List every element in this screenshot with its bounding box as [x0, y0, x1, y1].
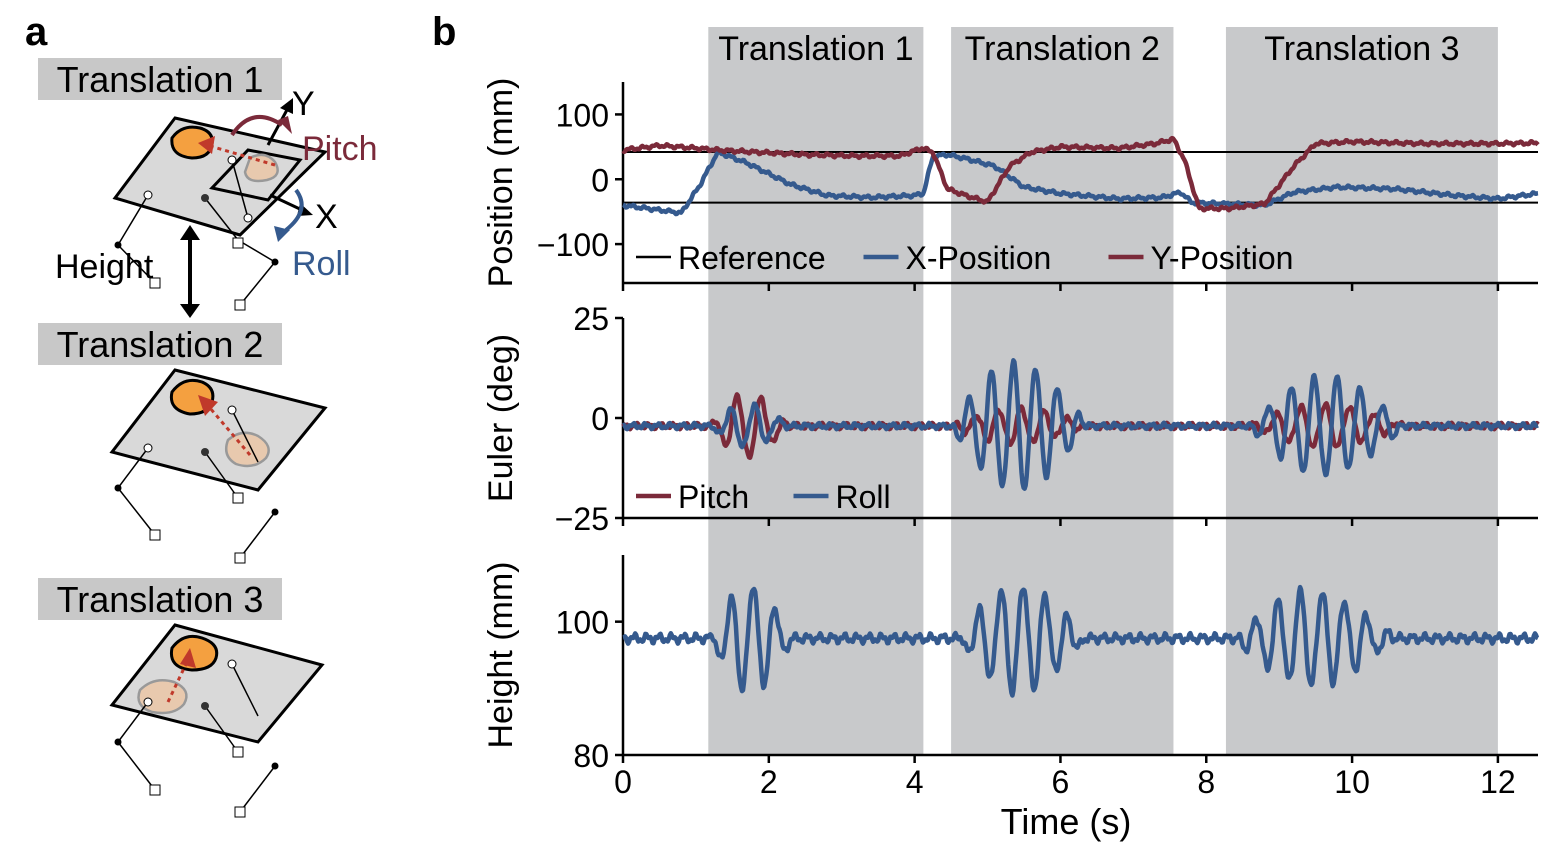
- platform-2: [109, 368, 328, 492]
- y-tick-label-2-2: −25: [555, 501, 609, 537]
- x-tick-label-3: 6: [1052, 764, 1070, 800]
- motion-arrow-2: [208, 407, 252, 456]
- shaded-region-label-3: Translation 3: [1264, 30, 1459, 68]
- shaded-region-label-1: Translation 1: [718, 30, 913, 68]
- y-axis-arrow: [266, 107, 290, 146]
- row-1-title: Translation 1: [57, 59, 264, 100]
- y-tick-label-3-1: 80: [573, 738, 609, 774]
- y-axis-title-2: Euler (deg): [482, 334, 520, 502]
- subplot-1: 100 0 −100 Position (mm) Reference X-Position…: [482, 78, 1540, 291]
- y-axis-arrow-head: [280, 98, 293, 114]
- ghost-target-3: [137, 679, 188, 715]
- ghost-target-2: [225, 431, 270, 468]
- motion-arrow-1: [209, 144, 276, 167]
- legs-2: [117, 409, 276, 559]
- series-y-position: [621, 135, 1540, 213]
- panel-a-row-1: Translation 1 Y X Pitch Roll: [38, 58, 378, 318]
- motion-arrow-head-2: [198, 395, 218, 416]
- x-tick-label-2: 4: [906, 764, 924, 800]
- legend-label-1-2: Y-Position: [1151, 240, 1294, 276]
- y-tick-label-2-0: 25: [573, 301, 609, 337]
- plots: 100 0 −100 Position (mm) Reference X-Position…: [482, 78, 1540, 774]
- pitch-label: Pitch: [302, 130, 378, 168]
- y-axis-label: Y: [292, 85, 315, 123]
- x-axis-label: X: [315, 198, 338, 236]
- legend-label-2-1: Roll: [836, 479, 891, 515]
- row-3-title-bg: [38, 578, 282, 620]
- legend-label-2-0: Pitch: [678, 479, 749, 515]
- x-tick-label-4: 8: [1197, 764, 1215, 800]
- row-1-title-bg: [38, 58, 282, 100]
- x-tick-label-1: 2: [760, 764, 778, 800]
- x-tick-label-5: 10: [1334, 764, 1370, 800]
- height-label: Height: [55, 248, 154, 286]
- motion-arrow-head-1: [198, 136, 215, 154]
- platform-3: [109, 623, 325, 744]
- y-tick-label-1-0: 100: [556, 97, 609, 133]
- shaded-region-label-2: Translation 2: [965, 30, 1160, 68]
- height-arrow-head-bottom: [180, 304, 200, 318]
- motion-arrow-head-3: [180, 648, 196, 668]
- height-arrow-head-top: [180, 225, 200, 240]
- joints-3: [114, 659, 279, 818]
- x-axis-arrow: [269, 193, 303, 212]
- y-tick-label-1-1: 0: [591, 162, 609, 198]
- y-axis-title-3: Height (mm): [482, 561, 520, 748]
- row-2-title: Translation 2: [57, 324, 264, 365]
- row-3-title: Translation 3: [57, 579, 264, 620]
- legs-3: [117, 663, 276, 813]
- y-tick-label-3-0: 100: [556, 605, 609, 641]
- panel-a-row-2: Translation 2: [38, 323, 328, 564]
- pitch-arrow-head: [278, 116, 292, 134]
- x-axis-title: Time (s): [1001, 801, 1132, 842]
- legend-label-1-0: Reference: [678, 240, 826, 276]
- moved-frame: [209, 148, 303, 202]
- roll-arrow: [284, 188, 304, 232]
- subplot-3: 100 80 Height (mm): [482, 555, 1540, 774]
- series-pitch: [621, 392, 1540, 460]
- platform-1: [112, 116, 329, 237]
- shaded-region-1: [708, 27, 924, 755]
- panel-a-label: a: [25, 10, 48, 54]
- legs-1: [117, 159, 276, 306]
- roll-label: Roll: [292, 245, 351, 283]
- motion-arrow-3: [166, 663, 188, 703]
- series-roll: [621, 358, 1540, 491]
- y-tick-label-2-1: 0: [591, 401, 609, 437]
- panel-b-label: b: [432, 10, 456, 54]
- series-x-position: [621, 148, 1540, 217]
- panel-a-row-3: Translation 3: [38, 578, 325, 818]
- row-2-title-bg: [38, 323, 282, 365]
- series-height: [621, 584, 1540, 698]
- subplot-2: 25 0 −25 Euler (deg) Pitch Roll: [482, 301, 1540, 537]
- y-tick-label-1-2: −100: [537, 227, 609, 263]
- joints-2: [114, 405, 279, 564]
- roll-arrow-head: [274, 226, 290, 242]
- x-tick-label-6: 12: [1480, 764, 1516, 800]
- legend-label-1-1: X-Position: [906, 240, 1052, 276]
- ghost-target-1: [243, 153, 279, 183]
- x-axis: 0 2 4 6 8 10 12 Time (s): [614, 764, 1516, 842]
- joints-1: [114, 155, 279, 311]
- pitch-arrow: [230, 115, 284, 137]
- x-tick-label-0: 0: [614, 764, 632, 800]
- y-axis-title-1: Position (mm): [482, 78, 520, 288]
